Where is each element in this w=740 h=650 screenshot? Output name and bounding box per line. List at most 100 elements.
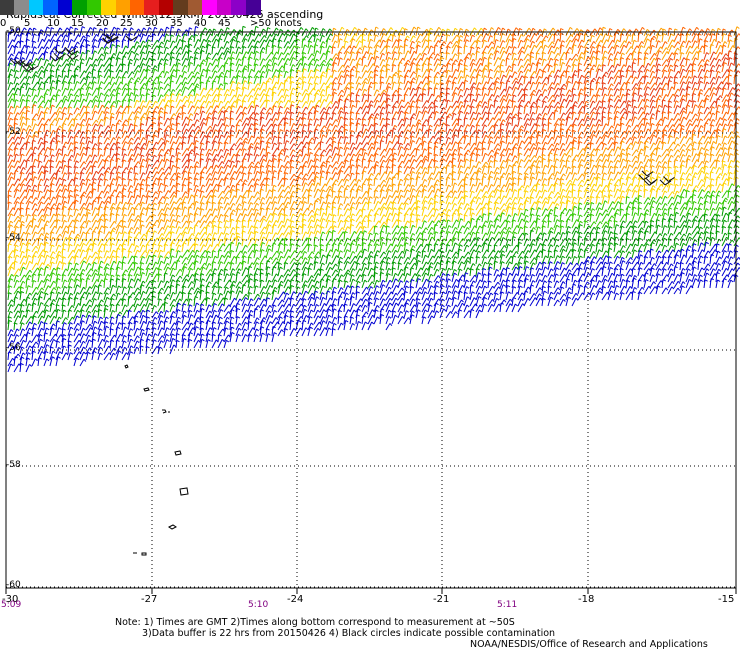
wind-barb-flag: [70, 129, 74, 132]
wind-barb-flag: [730, 119, 734, 122]
wind-barb: [193, 119, 198, 127]
wind-barbs-layer: [7, 25, 740, 373]
wind-barb: [229, 134, 232, 145]
wind-barb: [301, 44, 306, 55]
wind-barb: [259, 64, 265, 73]
wind-barb-flag: [465, 134, 469, 138]
wind-barb: [451, 105, 458, 115]
wind-barb: [613, 75, 618, 85]
wind-barb-flag: [227, 100, 231, 104]
wind-barb-flag: [274, 123, 278, 127]
wind-barb-flag: [719, 51, 723, 55]
wind-barb-flag: [713, 92, 717, 96]
wind-barb-flag: [441, 116, 445, 120]
wind-barb-flag: [154, 134, 158, 138]
wind-barb: [607, 131, 612, 139]
wind-barb-flag: [676, 94, 680, 98]
wind-barb-flag: [695, 118, 699, 122]
wind-barb: [283, 33, 289, 43]
wind-barb-flag: [292, 129, 296, 132]
wind-barb: [403, 44, 406, 55]
wind-barb: [313, 34, 316, 43]
wind-barb-flag: [333, 27, 337, 31]
wind-barb: [619, 111, 626, 121]
wind-barb-flag: [604, 93, 608, 97]
wind-barb: [385, 33, 392, 43]
wind-barb-flag: [653, 57, 657, 61]
wind-barb: [277, 123, 280, 133]
wind-barb: [121, 130, 126, 139]
wind-barb-flag: [118, 119, 122, 123]
wind-barb: [403, 62, 408, 73]
wind-barb: [181, 58, 187, 67]
wind-barb: [457, 52, 460, 61]
wind-barb: [667, 86, 673, 97]
wind-barb-flag: [87, 34, 91, 37]
wind-barb-flag: [118, 136, 122, 139]
wind-barb: [415, 68, 419, 79]
wind-barb-flag: [17, 40, 21, 44]
wind-barb-flag: [108, 88, 111, 92]
wind-barb-flag: [252, 88, 256, 92]
wind-barb: [199, 39, 205, 49]
wind-barb: [607, 70, 612, 79]
wind-barb-flag: [328, 129, 332, 132]
wind-barb-flag: [672, 39, 675, 43]
wind-barb-flag: [497, 65, 501, 69]
wind-barb-flag: [81, 44, 85, 48]
wind-barb-flag: [420, 57, 423, 61]
wind-barb: [361, 56, 364, 67]
wind-barb: [691, 104, 696, 115]
wind-barb-flag: [464, 117, 468, 120]
wind-barb: [37, 111, 42, 121]
wind-barb: [247, 69, 252, 79]
wind-barb-flag: [258, 70, 261, 74]
wind-barb-flag: [26, 38, 30, 42]
wind-barb: [517, 99, 523, 109]
wind-barb: [331, 92, 335, 103]
wind-barb-flag: [11, 29, 15, 33]
wind-barb: [613, 123, 618, 133]
wind-barb-flag: [362, 33, 366, 36]
wind-barb: [601, 87, 605, 97]
wind-barb: [169, 113, 175, 121]
wind-barb: [415, 81, 422, 91]
wind-barb-flag: [405, 38, 409, 41]
wind-barb: [31, 41, 34, 49]
wind-barb-flag: [497, 57, 501, 60]
wind-barb-flag: [620, 57, 625, 60]
wind-barb-flag: [593, 64, 597, 68]
wind-barb-flag: [729, 39, 733, 42]
wind-barb-flag: [634, 87, 638, 90]
wind-barb: [13, 46, 16, 55]
wind-barb: [43, 46, 48, 55]
wind-barb: [619, 75, 623, 85]
wind-barb: [253, 83, 259, 91]
wind-barb-flag: [603, 56, 607, 59]
wind-barb-flag: [166, 134, 170, 137]
wind-barb-flag: [100, 28, 103, 31]
wind-barb: [385, 86, 389, 97]
wind-barb-flag: [221, 110, 225, 114]
wind-barb: [553, 69, 559, 79]
wind-barb-flag: [628, 124, 632, 128]
wind-barb: [145, 130, 148, 139]
wind-barb-flag: [224, 75, 228, 78]
wind-barb: [523, 136, 530, 145]
wind-barb-flag: [122, 63, 127, 66]
wind-barb-flag: [263, 88, 267, 92]
wind-barb-flag: [466, 111, 470, 115]
wind-barb-flag: [386, 123, 391, 126]
wind-barb: [307, 112, 311, 121]
wind-barb: [517, 112, 520, 121]
wind-barb: [655, 69, 659, 79]
wind-barb: [193, 64, 199, 73]
wind-barb: [625, 69, 629, 79]
wind-barb-flag: [256, 75, 260, 79]
wind-barb-flag: [378, 105, 382, 109]
wind-barb: [379, 81, 382, 91]
wind-barb-flag: [358, 82, 362, 86]
wind-barb-flag: [615, 135, 619, 138]
wind-barb-flag: [426, 28, 429, 32]
wind-barb: [529, 33, 535, 43]
